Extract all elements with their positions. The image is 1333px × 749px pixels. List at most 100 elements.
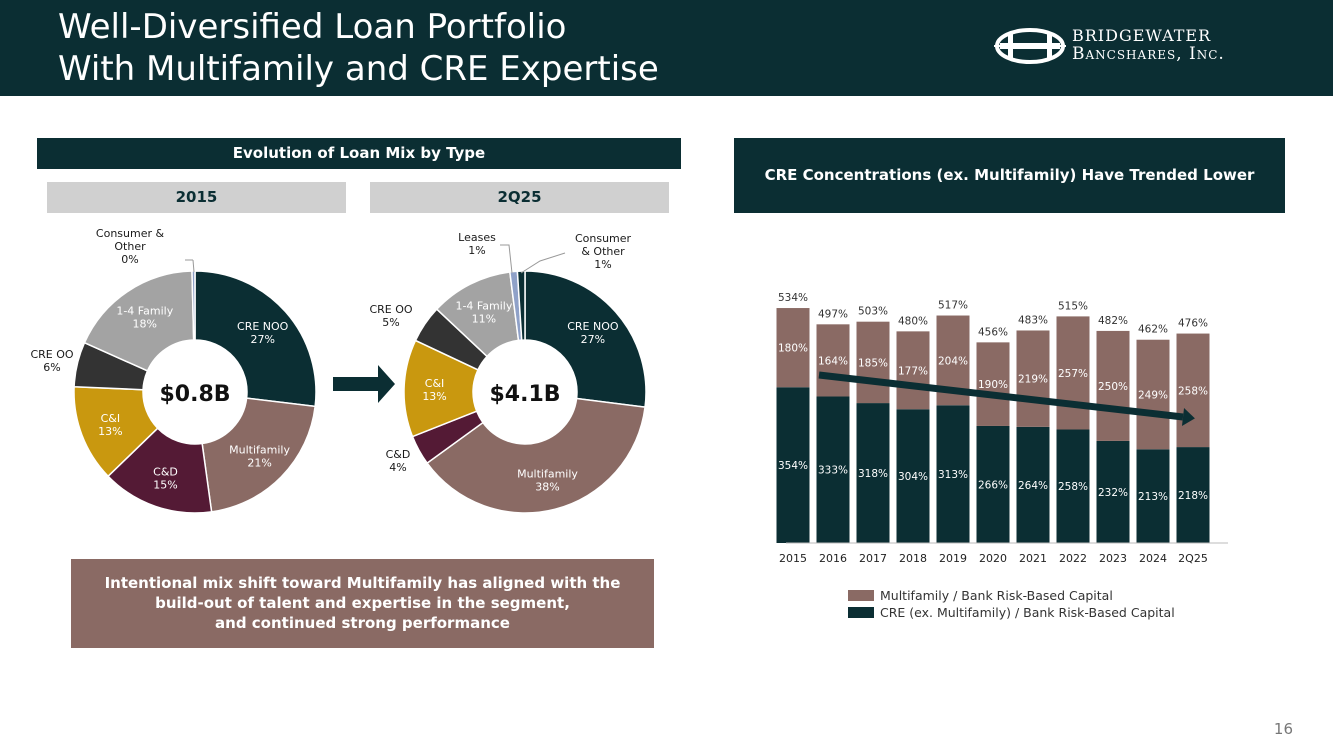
donut-chart-2q25: CRE NOO 27% Multifamily 38% C&I 13% 1-4 Family… [403, 270, 647, 514]
x-tick-2016: 2016 [819, 552, 847, 565]
total-label-2020: 456% [978, 326, 1008, 338]
bar-multifamily-2018 [896, 331, 930, 410]
page-title-line2: With Multifamily and CRE Expertise [58, 49, 659, 89]
donut-slice-cre-noo [524, 270, 647, 409]
legend-swatch-multifamily [848, 590, 874, 601]
data-label-multifamily-2015: 180% [778, 343, 808, 355]
bar-cre-2017 [856, 403, 890, 543]
bar-series-group: 354% 180% 534% 2015 333% 164% 497% 2016 318% 185%… [776, 292, 1228, 565]
data-label-cre-2021: 264% [1018, 480, 1048, 492]
x-tick-2020: 2020 [979, 552, 1007, 565]
slice-label-cre-noo: CRE NOO 27% [567, 320, 619, 346]
data-label-cre-2020: 266% [978, 479, 1008, 491]
x-tick-2021: 2021 [1019, 552, 1047, 565]
slice-label-cre-noo: CRE NOO 27% [237, 320, 289, 346]
x-tick-2022: 2022 [1059, 552, 1087, 565]
x-tick-2024: 2024 [1139, 552, 1167, 565]
bar-multifamily-2021 [1016, 330, 1050, 427]
bar-cre-2022 [1056, 429, 1090, 543]
total-label-2022: 515% [1058, 300, 1088, 312]
bar-multifamily-2023 [1096, 330, 1130, 441]
donut-chart-2015: CRE NOO 27% Multifamily 21% C&D 15% C&I 13% 1-4 … [73, 270, 317, 514]
bar-cre-2q25 [1176, 447, 1210, 543]
callout-line3: and continued strong performance [215, 614, 510, 632]
page-title: Well-Diversified Loan Portfolio With Mul… [58, 6, 958, 90]
total-label-2016: 497% [818, 308, 848, 320]
total-label-2018: 480% [898, 315, 928, 327]
slice-label-1-4-family: 1-4 Family 18% [116, 305, 173, 331]
label-2q25-c-d: C&D 4% [386, 448, 411, 474]
slice-label-1-4-family: 1-4 Family 11% [455, 299, 512, 325]
bar-multifamily-2020 [976, 342, 1010, 426]
total-label-2017: 503% [858, 306, 888, 318]
x-tick-2017: 2017 [859, 552, 887, 565]
x-tick-2019: 2019 [939, 552, 967, 565]
slice-label-c-i: C&I 13% [422, 377, 446, 403]
total-label-2q25: 476% [1178, 318, 1208, 330]
legend-swatch-cre [848, 607, 874, 618]
loan-mix-title: Evolution of Loan Mix by Type [37, 138, 681, 169]
center-label-2015: $0.8B [159, 382, 230, 407]
arrow-right-icon [333, 365, 395, 403]
legend-item-cre: CRE (ex. Multifamily) / Bank Risk-Based … [848, 604, 1175, 621]
label-2q25-consumer-other: Consumer & Other 1% [575, 232, 632, 271]
loan-mix-donut-charts: CRE NOO 27% Multifamily 21% C&D 15% C&I 13% 1-4 … [30, 227, 647, 514]
x-tick-2q25: 2Q25 [1178, 552, 1208, 565]
bar-cre-2024 [1136, 449, 1170, 543]
data-label-multifamily-2q25: 258% [1178, 385, 1208, 397]
x-tick-2018: 2018 [899, 552, 927, 565]
data-label-cre-2017: 318% [858, 468, 888, 480]
trend-arrow-head-icon [1181, 408, 1195, 426]
trend-arrow [818, 371, 1195, 426]
total-label-2024: 462% [1138, 324, 1168, 336]
slice-label-multifamily: Multifamily 21% [229, 443, 290, 469]
x-tick-2023: 2023 [1099, 552, 1127, 565]
bar-multifamily-2q25 [1176, 333, 1210, 448]
data-label-multifamily-2019: 204% [938, 355, 968, 367]
label-2q25-leases: Leases 1% [458, 231, 496, 257]
data-label-multifamily-2020: 190% [978, 379, 1008, 391]
bar-cre-2018 [896, 409, 930, 543]
callout-line2: build-out of talent and expertise in the… [155, 594, 570, 612]
slice-label-c-d: C&D 15% [153, 466, 178, 492]
x-tick-2015: 2015 [779, 552, 807, 565]
bar-multifamily-2015 [776, 308, 810, 388]
callout-line1: Intentional mix shift toward Multifamily… [104, 574, 621, 592]
logo-line1: Bridgewater [1072, 26, 1212, 45]
bar-cre-2023 [1096, 440, 1130, 543]
bar-cre-2019 [936, 405, 970, 543]
bar-multifamily-2022 [1056, 316, 1090, 430]
leader-line-2015-consumer-b [192, 259, 195, 273]
data-label-multifamily-2021: 219% [1018, 374, 1048, 386]
bridge-logo-icon [994, 28, 1066, 64]
bar-chart-legend: Multifamily / Bank Risk-Based Capital CR… [848, 587, 1175, 621]
donut-slice-consumer-other [516, 270, 526, 341]
data-label-multifamily-2023: 250% [1098, 381, 1128, 393]
page-title-line1: Well-Diversified Loan Portfolio [58, 7, 567, 47]
data-label-cre-2018: 304% [898, 471, 928, 483]
data-label-multifamily-2018: 177% [898, 365, 928, 377]
donut-slice-consumer-other [191, 270, 196, 341]
legend-label-cre: CRE (ex. Multifamily) / Bank Risk-Based … [880, 605, 1175, 620]
year-tab-2q25: 2Q25 [370, 182, 669, 213]
legend-item-multifamily: Multifamily / Bank Risk-Based Capital [848, 587, 1175, 604]
bar-cre-2020 [976, 425, 1010, 543]
page-number: 16 [1273, 720, 1293, 738]
legend-label-multifamily: Multifamily / Bank Risk-Based Capital [880, 588, 1113, 603]
mix-shift-callout: Intentional mix shift toward Multifamily… [71, 559, 654, 648]
bar-cre-2021 [1016, 426, 1050, 543]
data-label-cre-2q25: 218% [1178, 490, 1208, 502]
slice-label-c-i: C&I 13% [98, 412, 122, 438]
data-label-multifamily-2016: 164% [818, 355, 848, 367]
data-label-multifamily-2022: 257% [1058, 368, 1088, 380]
data-label-cre-2022: 258% [1058, 481, 1088, 493]
data-label-cre-2023: 232% [1098, 487, 1128, 499]
donut-slice-cre-noo [194, 270, 317, 408]
donut-slice-multifamily [426, 397, 646, 514]
label-2015-cre-oo: CRE OO 6% [30, 348, 73, 374]
bar-cre-2015 [776, 387, 810, 543]
data-label-multifamily-2017: 185% [858, 357, 888, 369]
data-label-cre-2024: 213% [1138, 491, 1168, 503]
label-2015-consumer-other: Consumer & Other 0% [96, 227, 165, 266]
logo-line2: Bancshares, Inc. [1072, 44, 1225, 64]
